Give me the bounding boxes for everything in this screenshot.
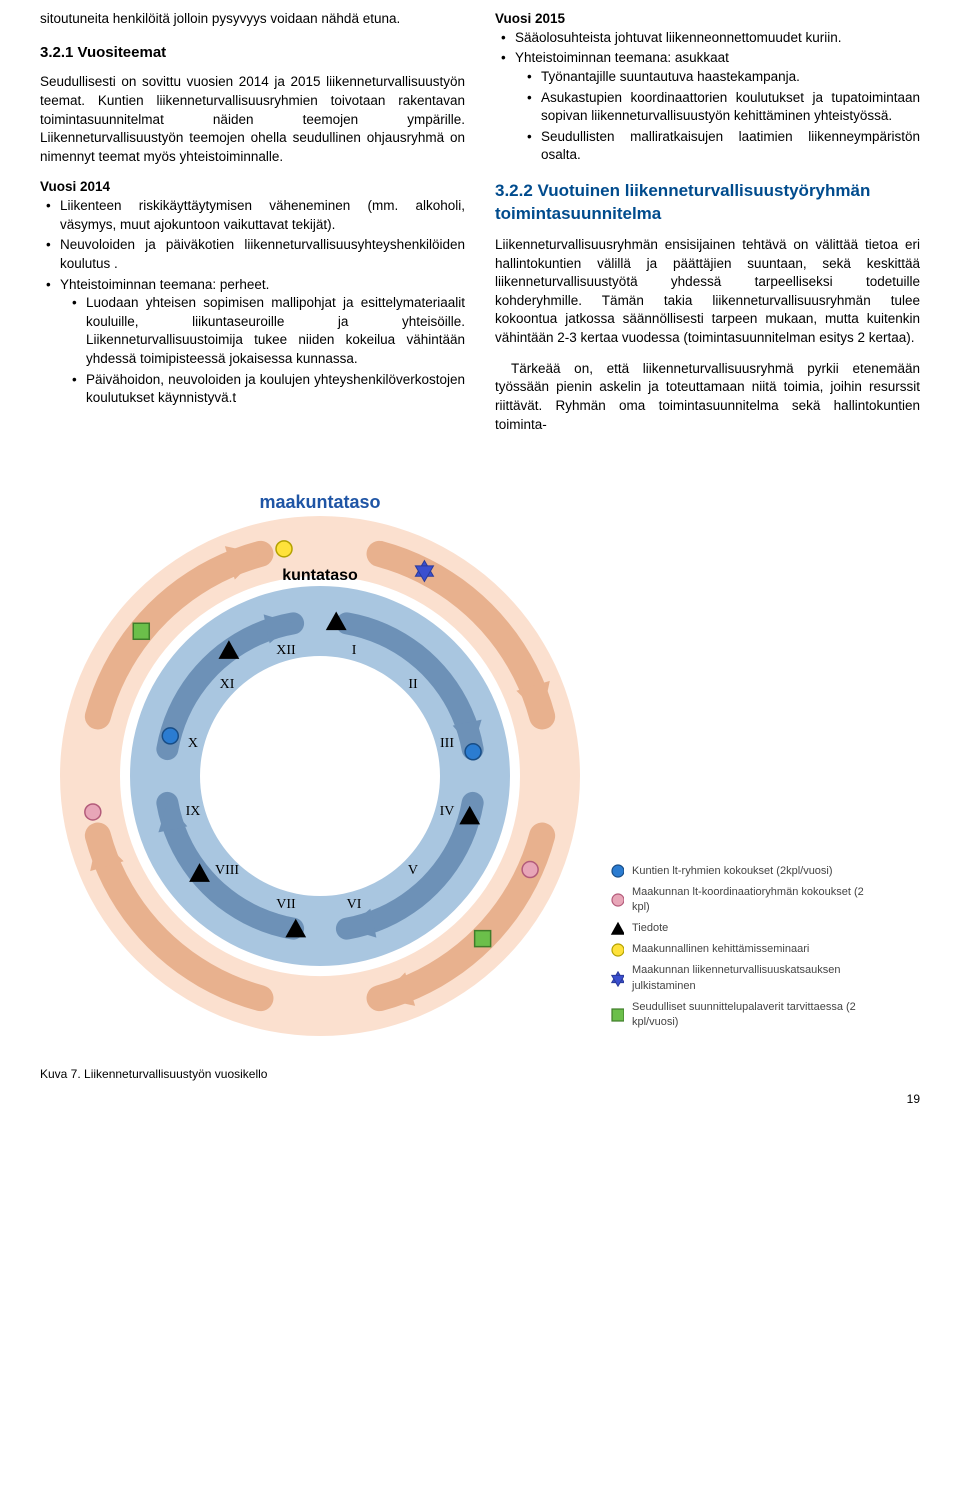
vuosi-2014-list: Liikenteen riskikäyttäytymisen vähenemin… <box>40 197 465 408</box>
list-item: Neuvoloiden ja päiväkotien liikenneturva… <box>46 236 465 273</box>
para-vuositeemat: Seudullisesti on sovittu vuosien 2014 ja… <box>40 73 465 166</box>
text-columns: sitoutuneita henkilöitä jolloin pysyvyys… <box>40 10 920 446</box>
right-column: Vuosi 2015 Sääolosuhteista johtuvat liik… <box>495 10 920 446</box>
svg-text:X: X <box>188 736 198 751</box>
legend-label: Maakunnallinen kehittämisseminaari <box>632 942 809 957</box>
heading-321: 3.2.1 Vuositeemat <box>40 43 465 64</box>
svg-text:IX: IX <box>186 804 201 819</box>
yellow-circle-icon <box>610 943 624 957</box>
list-item: Luodaan yhteisen sopimisen mallipohjat j… <box>72 294 465 369</box>
svg-text:IV: IV <box>440 804 455 819</box>
legend-label: Tiedote <box>632 921 668 936</box>
vuosikello-diagram-wrap: IIIIIIIVVVIVIIVIIIIXXXIXIImaakuntatasoku… <box>40 476 920 1036</box>
svg-text:XI: XI <box>220 677 235 692</box>
vuosi-2015-list: Sääolosuhteista johtuvat liikenneonnetto… <box>495 29 920 165</box>
diagram-legend: Kuntien lt-ryhmien kokoukset (2kpl/vuosi… <box>610 864 880 1037</box>
para-322-2: Tärkeää on, että liikenneturvallisuusryh… <box>495 360 920 435</box>
vuosikello-diagram: IIIIIIIVVVIVIIVIIIIXXXIXIImaakuntatasoku… <box>40 476 600 1036</box>
svg-text:VIII: VIII <box>215 863 239 878</box>
para-322-1: Liikenneturvallisuusryhmän ensisijainen … <box>495 236 920 348</box>
heading-322: 3.2.2 Vuotuinen liikenneturvallisuustyör… <box>495 179 920 226</box>
legend-item: Maakunnan lt-koordinaatioryhmän kokoukse… <box>610 885 880 915</box>
page-number: 19 <box>40 1091 920 1108</box>
legend-item: Kuntien lt-ryhmien kokoukset (2kpl/vuosi… <box>610 864 880 879</box>
list-item: Yhteistoiminnan teemana: perheet.Luodaan… <box>46 276 465 408</box>
legend-item: Tiedote <box>610 921 880 936</box>
list-item: Sääolosuhteista johtuvat liikenneonnetto… <box>501 29 920 48</box>
list-item: Päivähoidon, neuvoloiden ja koulujen yht… <box>72 371 465 408</box>
legend-label: Seudulliset suunnittelupalaverit tarvitt… <box>632 1000 880 1030</box>
list-item: Työnantajille suuntautuva haastekampanja… <box>527 68 920 87</box>
legend-label: Kuntien lt-ryhmien kokoukset (2kpl/vuosi… <box>632 864 833 879</box>
legend-label: Maakunnan liikenneturvallisuuskatsauksen… <box>632 963 880 993</box>
triangle-icon <box>610 922 624 936</box>
left-column: sitoutuneita henkilöitä jolloin pysyvyys… <box>40 10 465 446</box>
list-item: Seudullisten malliratkaisujen laatimien … <box>527 128 920 165</box>
svg-text:I: I <box>352 643 357 658</box>
svg-text:III: III <box>440 736 454 751</box>
list-item: Liikenteen riskikäyttäytymisen vähenemin… <box>46 197 465 234</box>
blue-circle-icon <box>610 864 624 878</box>
svg-text:XII: XII <box>276 643 296 658</box>
legend-item: Seudulliset suunnittelupalaverit tarvitt… <box>610 1000 880 1030</box>
list-item: Yhteistoiminnan teemana: asukkaatTyönant… <box>501 49 920 165</box>
vuosi-2015-title: Vuosi 2015 <box>495 10 920 29</box>
legend-item: Maakunnan liikenneturvallisuuskatsauksen… <box>610 963 880 993</box>
list-item: Asukastupien koordinaattorien koulutukse… <box>527 89 920 126</box>
svg-text:kuntataso: kuntataso <box>282 567 358 584</box>
star6-icon <box>610 972 624 986</box>
svg-text:II: II <box>408 677 418 692</box>
svg-text:V: V <box>408 863 418 878</box>
legend-label: Maakunnan lt-koordinaatioryhmän kokoukse… <box>632 885 880 915</box>
para-intro: sitoutuneita henkilöitä jolloin pysyvyys… <box>40 10 465 29</box>
svg-text:VI: VI <box>347 897 362 912</box>
green-square-icon <box>610 1008 624 1022</box>
svg-text:VII: VII <box>276 897 296 912</box>
vuosi-2014-title: Vuosi 2014 <box>40 178 465 197</box>
legend-item: Maakunnallinen kehittämisseminaari <box>610 942 880 957</box>
svg-text:maakuntataso: maakuntataso <box>259 492 380 512</box>
pink-circle-icon <box>610 893 624 907</box>
figure-caption: Kuva 7. Liikenneturvallisuustyön vuosike… <box>40 1066 920 1083</box>
